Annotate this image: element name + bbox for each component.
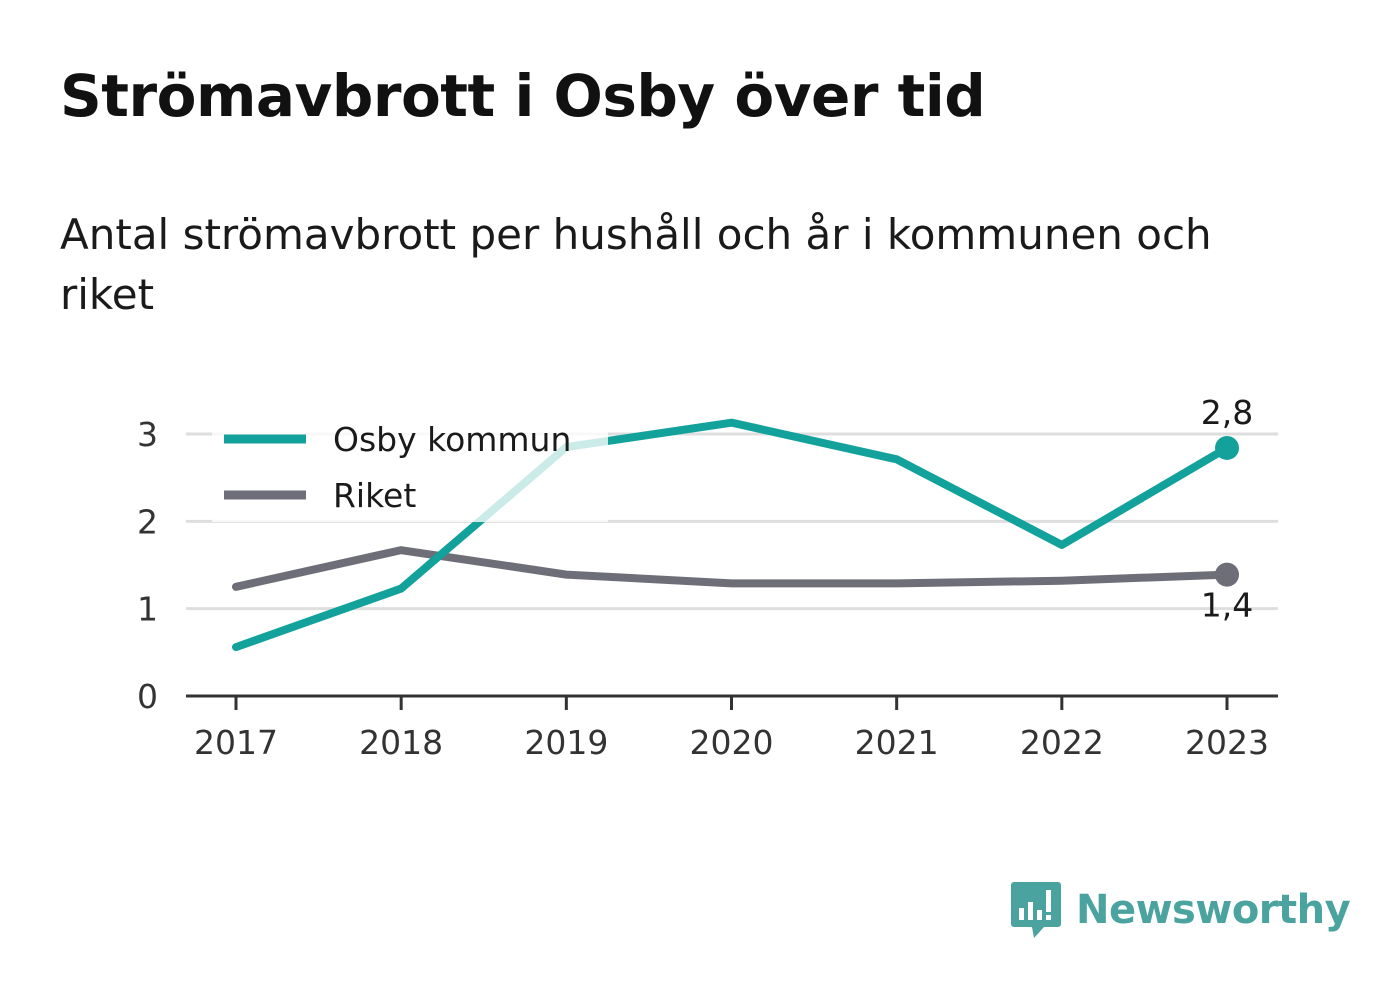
x-tick-label-2019: 2019 [524, 723, 608, 762]
y-tick-label-0: 0 [137, 677, 158, 716]
brand-logo: Newsworthy [1010, 880, 1351, 940]
x-tick-label-2017: 2017 [194, 723, 278, 762]
series-line-osby-kommun [232, 418, 1231, 652]
y-tick-label-2: 2 [137, 502, 158, 541]
series-line-riket [232, 546, 1231, 591]
legend-background [212, 412, 608, 522]
end-label-riket: 1,4 [1201, 586, 1253, 625]
end-point-riket [1215, 562, 1239, 587]
x-tick-label-2022: 2022 [1020, 723, 1104, 762]
chart-subtitle: Antal strömavbrott per hushåll och år i … [60, 210, 1212, 319]
legend-label-osby: Osby kommun [333, 420, 571, 459]
y-tick-label-3: 3 [137, 415, 158, 454]
end-point-osby-kommun [1215, 435, 1239, 460]
x-tick-label-2018: 2018 [359, 723, 443, 762]
x-tick-label-2021: 2021 [855, 723, 939, 762]
end-markers: 1,4 2,8 [1201, 393, 1253, 625]
x-tick-label-2020: 2020 [690, 723, 774, 762]
end-label-osby-kommun: 2,8 [1201, 393, 1253, 432]
series-lines [232, 418, 1231, 652]
y-tick-label-1: 1 [137, 590, 158, 629]
x-tick-label-2023: 2023 [1185, 723, 1269, 762]
y-axis-ticks: 0 1 2 3 [137, 415, 158, 716]
brand-name: Newsworthy [1076, 887, 1351, 933]
x-axis: 2017 2018 2019 2020 2021 2022 2023 [186, 694, 1278, 762]
newsworthy-icon [1011, 882, 1061, 938]
legend-label-riket: Riket [333, 476, 416, 515]
chart-title: Strömavbrott i Osby över tid [60, 62, 986, 130]
legend: Osby kommun Riket [212, 412, 608, 522]
